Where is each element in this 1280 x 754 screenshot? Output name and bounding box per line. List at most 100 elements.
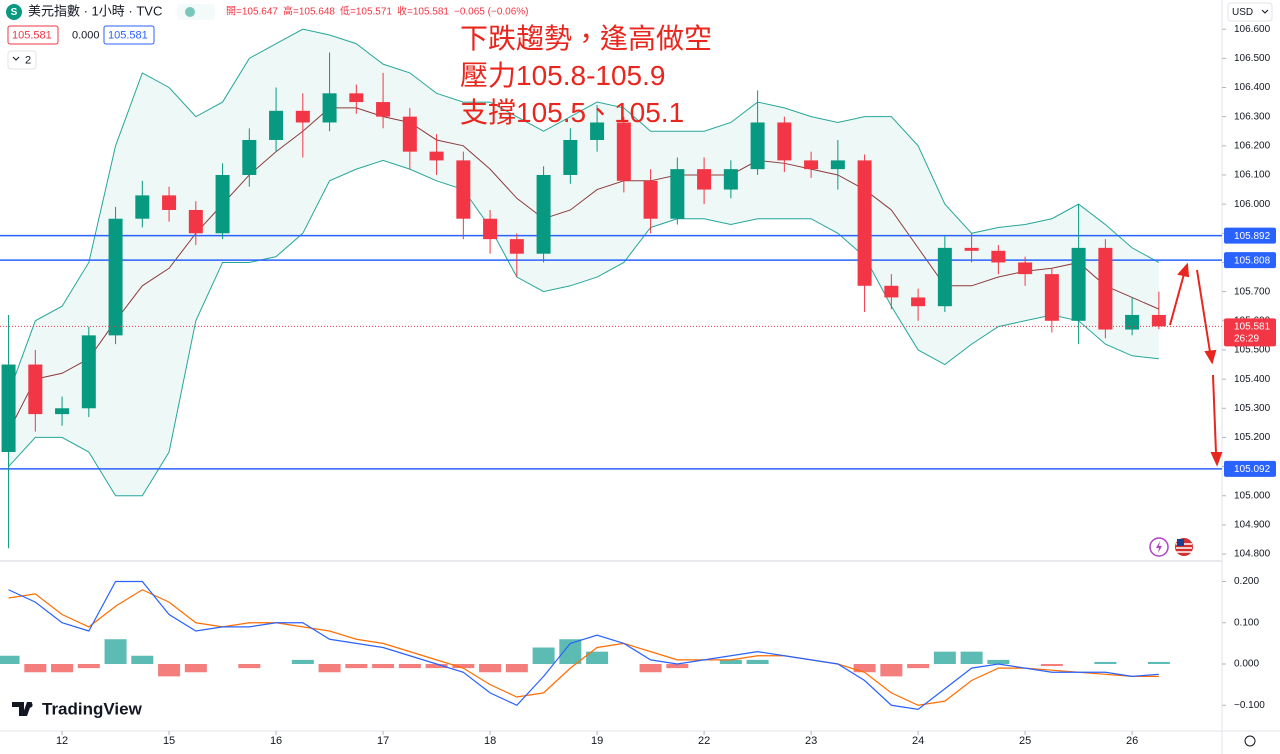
macd-histogram-bar	[77, 664, 100, 669]
y-tick-label: 106.100	[1234, 170, 1271, 181]
macd-histogram-bar	[104, 639, 127, 664]
macd-histogram-bar	[880, 664, 903, 677]
level-label: 105.892	[1234, 231, 1271, 242]
candle-body	[670, 169, 685, 219]
arrow	[1212, 374, 1217, 454]
candle-body	[349, 93, 364, 103]
macd-histogram-bar	[586, 651, 609, 664]
candle-body	[804, 160, 819, 170]
chart-title: 美元指數 · 1小時 · TVC	[28, 3, 162, 18]
x-tick-label: 26	[1126, 735, 1138, 747]
annotation: 壓力105.8-105.9	[460, 60, 666, 91]
candle-body	[483, 218, 498, 240]
symbol-icon-text: S	[11, 7, 18, 18]
band-upper	[8, 28, 1160, 394]
candle-body	[456, 160, 471, 219]
macd-histogram-bar	[746, 659, 769, 664]
settings-icon[interactable]	[1244, 735, 1256, 747]
ohlc-value: 開=105.647	[226, 6, 278, 18]
macd-macd-line	[8, 580, 1159, 711]
symbol-icon	[6, 4, 22, 20]
arrow-head	[1204, 349, 1217, 365]
y-tick-label: 106.300	[1234, 111, 1271, 122]
candle-body	[215, 174, 230, 234]
candle-body	[563, 139, 578, 175]
macd-histogram-bar	[184, 664, 207, 673]
macd-histogram-bar	[158, 664, 181, 677]
annotation: 支撐105.5、105.1	[460, 97, 685, 128]
arrow-head	[1210, 452, 1223, 467]
candle-body	[1151, 314, 1166, 327]
band-fill	[8, 29, 1159, 496]
ohlc-value: 高=105.648	[283, 5, 335, 18]
ohlc-legend: 開=105.647 高=105.648 低=105.571 收=105.581 −0.0…	[226, 5, 529, 18]
x-tick-label: 24	[912, 735, 924, 747]
y-tick-label: 106.500	[1234, 53, 1271, 64]
candle-body	[857, 160, 872, 286]
candle-body	[108, 218, 123, 336]
candle-body	[590, 122, 605, 140]
y-tick-label: 105.000	[1234, 490, 1271, 501]
level-label: 105.808	[1234, 255, 1271, 266]
candle-body	[28, 364, 43, 415]
y-tick-label: 104.800	[1234, 549, 1271, 560]
y-tick-label: 106.000	[1234, 199, 1271, 210]
candle-body	[697, 169, 712, 190]
x-tick-label: 12	[56, 735, 68, 747]
level-label: 105.092	[1234, 464, 1271, 475]
macd-histogram-bar	[291, 659, 314, 664]
candle-body	[55, 408, 70, 415]
candle-body	[964, 247, 979, 251]
legend-value: 105.581	[108, 29, 148, 41]
candle-body	[1098, 247, 1113, 330]
macd-histogram-bar	[1040, 664, 1063, 667]
x-tick-label: 15	[163, 735, 175, 747]
arrows	[1169, 262, 1223, 467]
arrow	[1196, 269, 1211, 353]
indicator-toggle[interactable]	[7, 50, 37, 70]
legend-box	[68, 26, 98, 44]
y-tick-label: 106.200	[1234, 140, 1271, 151]
level-label-box	[1224, 227, 1276, 244]
candle-body	[830, 160, 845, 170]
level-label-box	[1224, 460, 1276, 477]
candle-body	[643, 180, 658, 219]
macd-histogram-bar	[933, 651, 956, 664]
candle-body	[991, 250, 1006, 263]
y-tick-label: 106.600	[1234, 24, 1271, 35]
candle-body	[81, 335, 96, 409]
brand: TradingView	[42, 699, 143, 718]
macd-histogram-bar	[238, 664, 261, 669]
macd-histogram-bar	[532, 647, 555, 664]
legend-box	[7, 25, 59, 45]
macd-histogram-bar	[398, 664, 421, 669]
arrow-head	[1177, 262, 1190, 278]
status-pill[interactable]	[177, 4, 215, 20]
legend-value: 0.000	[72, 29, 100, 41]
bolt	[1156, 541, 1162, 553]
legend-value: 105.581	[12, 29, 52, 41]
currency-button[interactable]	[1227, 2, 1273, 22]
macd-histogram-bar	[131, 655, 154, 664]
candle-body	[135, 195, 150, 219]
macd-histogram-bar	[907, 664, 930, 669]
candle-body	[402, 116, 417, 152]
macd-histogram-bar	[479, 664, 502, 673]
y-tick-label: −0.100	[1234, 700, 1265, 711]
y-tick-label: 105.300	[1234, 403, 1271, 414]
candle-body	[188, 209, 203, 234]
candle-body	[616, 122, 631, 181]
chevron	[1261, 9, 1269, 14]
last-price-label: 105.581	[1234, 321, 1271, 332]
candle-body	[884, 285, 899, 298]
candle-body	[322, 93, 337, 123]
macd-histogram-bar	[639, 664, 662, 673]
candle-body	[536, 174, 551, 254]
y-tick-label: 105.200	[1234, 432, 1271, 443]
ohlc-value: −0.065 (−0.06%)	[454, 7, 529, 18]
band-lower	[8, 159, 1159, 497]
candle-body	[911, 297, 926, 307]
macd-histogram-bar	[1094, 661, 1117, 664]
y-tick-label: 0.200	[1234, 576, 1259, 587]
